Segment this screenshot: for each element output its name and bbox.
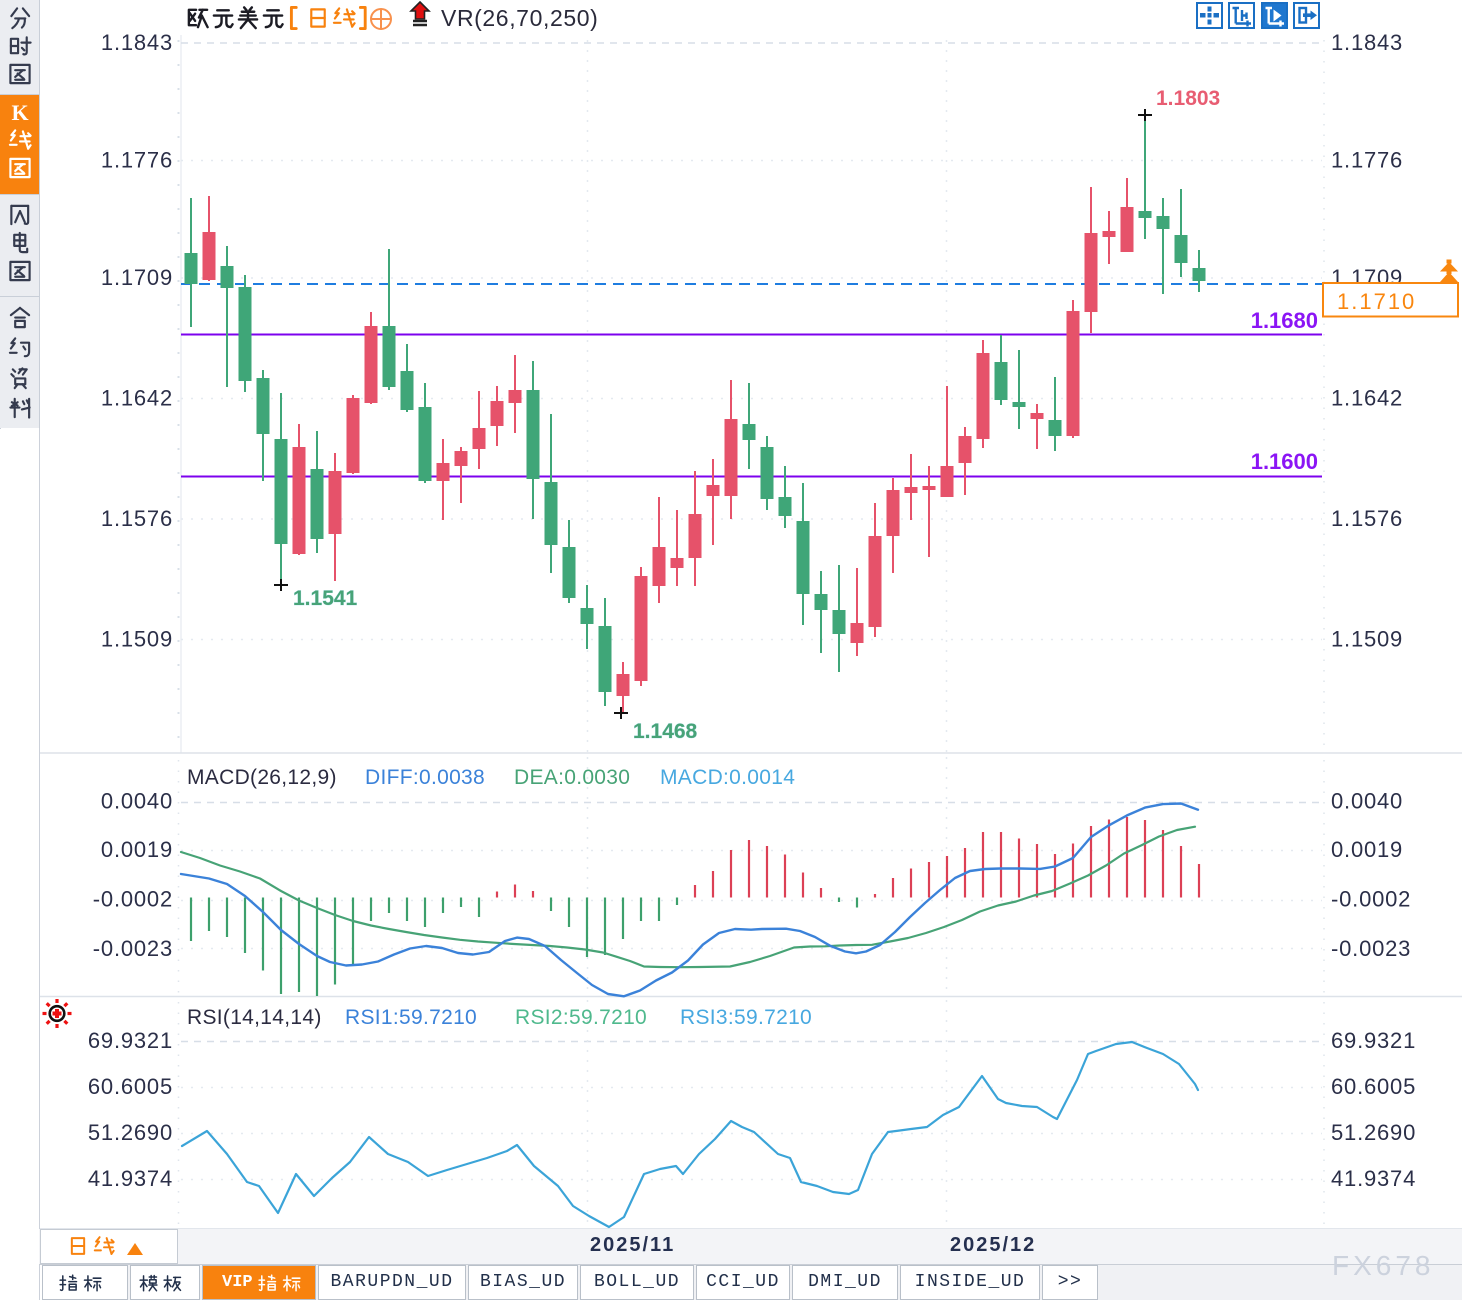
svg-text:0.0019: 0.0019	[101, 837, 173, 862]
svg-text:1.1509: 1.1509	[101, 627, 173, 652]
svg-text:-0.0023: -0.0023	[93, 936, 173, 961]
svg-text:1.1680: 1.1680	[1251, 308, 1318, 333]
svg-text:DEA:0.0030: DEA:0.0030	[514, 766, 630, 789]
svg-text:1.1776: 1.1776	[1331, 148, 1403, 173]
svg-text:0.0040: 0.0040	[1331, 789, 1403, 814]
svg-text:1.1642: 1.1642	[101, 386, 173, 411]
svg-text:41.9374: 41.9374	[88, 1166, 173, 1191]
svg-text:-0.0023: -0.0023	[1331, 936, 1411, 961]
svg-text:69.9321: 69.9321	[1331, 1028, 1416, 1053]
svg-text:RSI1:59.7210: RSI1:59.7210	[345, 1006, 477, 1029]
svg-text:51.2690: 51.2690	[88, 1120, 173, 1145]
svg-text:RSI3:59.7210: RSI3:59.7210	[680, 1006, 812, 1029]
svg-text:DIFF:0.0038: DIFF:0.0038	[365, 766, 485, 789]
svg-text:1.1600: 1.1600	[1251, 449, 1318, 474]
svg-text:60.6005: 60.6005	[88, 1074, 173, 1099]
svg-text:1.1776: 1.1776	[101, 148, 173, 173]
svg-text:69.9321: 69.9321	[88, 1028, 173, 1053]
svg-text:1.1642: 1.1642	[1331, 386, 1403, 411]
svg-text:-0.0002: -0.0002	[1331, 887, 1411, 912]
svg-text:1.1468: 1.1468	[633, 720, 698, 743]
svg-text:-0.0002: -0.0002	[93, 887, 173, 912]
svg-text:1.1709: 1.1709	[101, 265, 173, 290]
svg-text:60.6005: 60.6005	[1331, 1074, 1416, 1099]
svg-text:1.1509: 1.1509	[1331, 627, 1403, 652]
svg-text:1.1843: 1.1843	[1331, 30, 1403, 55]
svg-text:1.1843: 1.1843	[101, 30, 173, 55]
svg-text:RSI2:59.7210: RSI2:59.7210	[515, 1006, 647, 1029]
svg-text:51.2690: 51.2690	[1331, 1120, 1416, 1145]
svg-text:1.1576: 1.1576	[1331, 506, 1403, 531]
svg-text:0.0040: 0.0040	[101, 789, 173, 814]
svg-text:1.1710: 1.1710	[1337, 289, 1416, 314]
svg-text:1.1541: 1.1541	[293, 587, 358, 610]
svg-text:1.1803: 1.1803	[1156, 87, 1220, 110]
svg-text:RSI(14,14,14): RSI(14,14,14)	[187, 1006, 322, 1029]
svg-text:MACD:0.0014: MACD:0.0014	[660, 766, 795, 789]
svg-text:0.0019: 0.0019	[1331, 837, 1403, 862]
svg-text:MACD(26,12,9): MACD(26,12,9)	[187, 766, 337, 789]
svg-text:41.9374: 41.9374	[1331, 1166, 1416, 1191]
svg-text:1.1576: 1.1576	[101, 506, 173, 531]
